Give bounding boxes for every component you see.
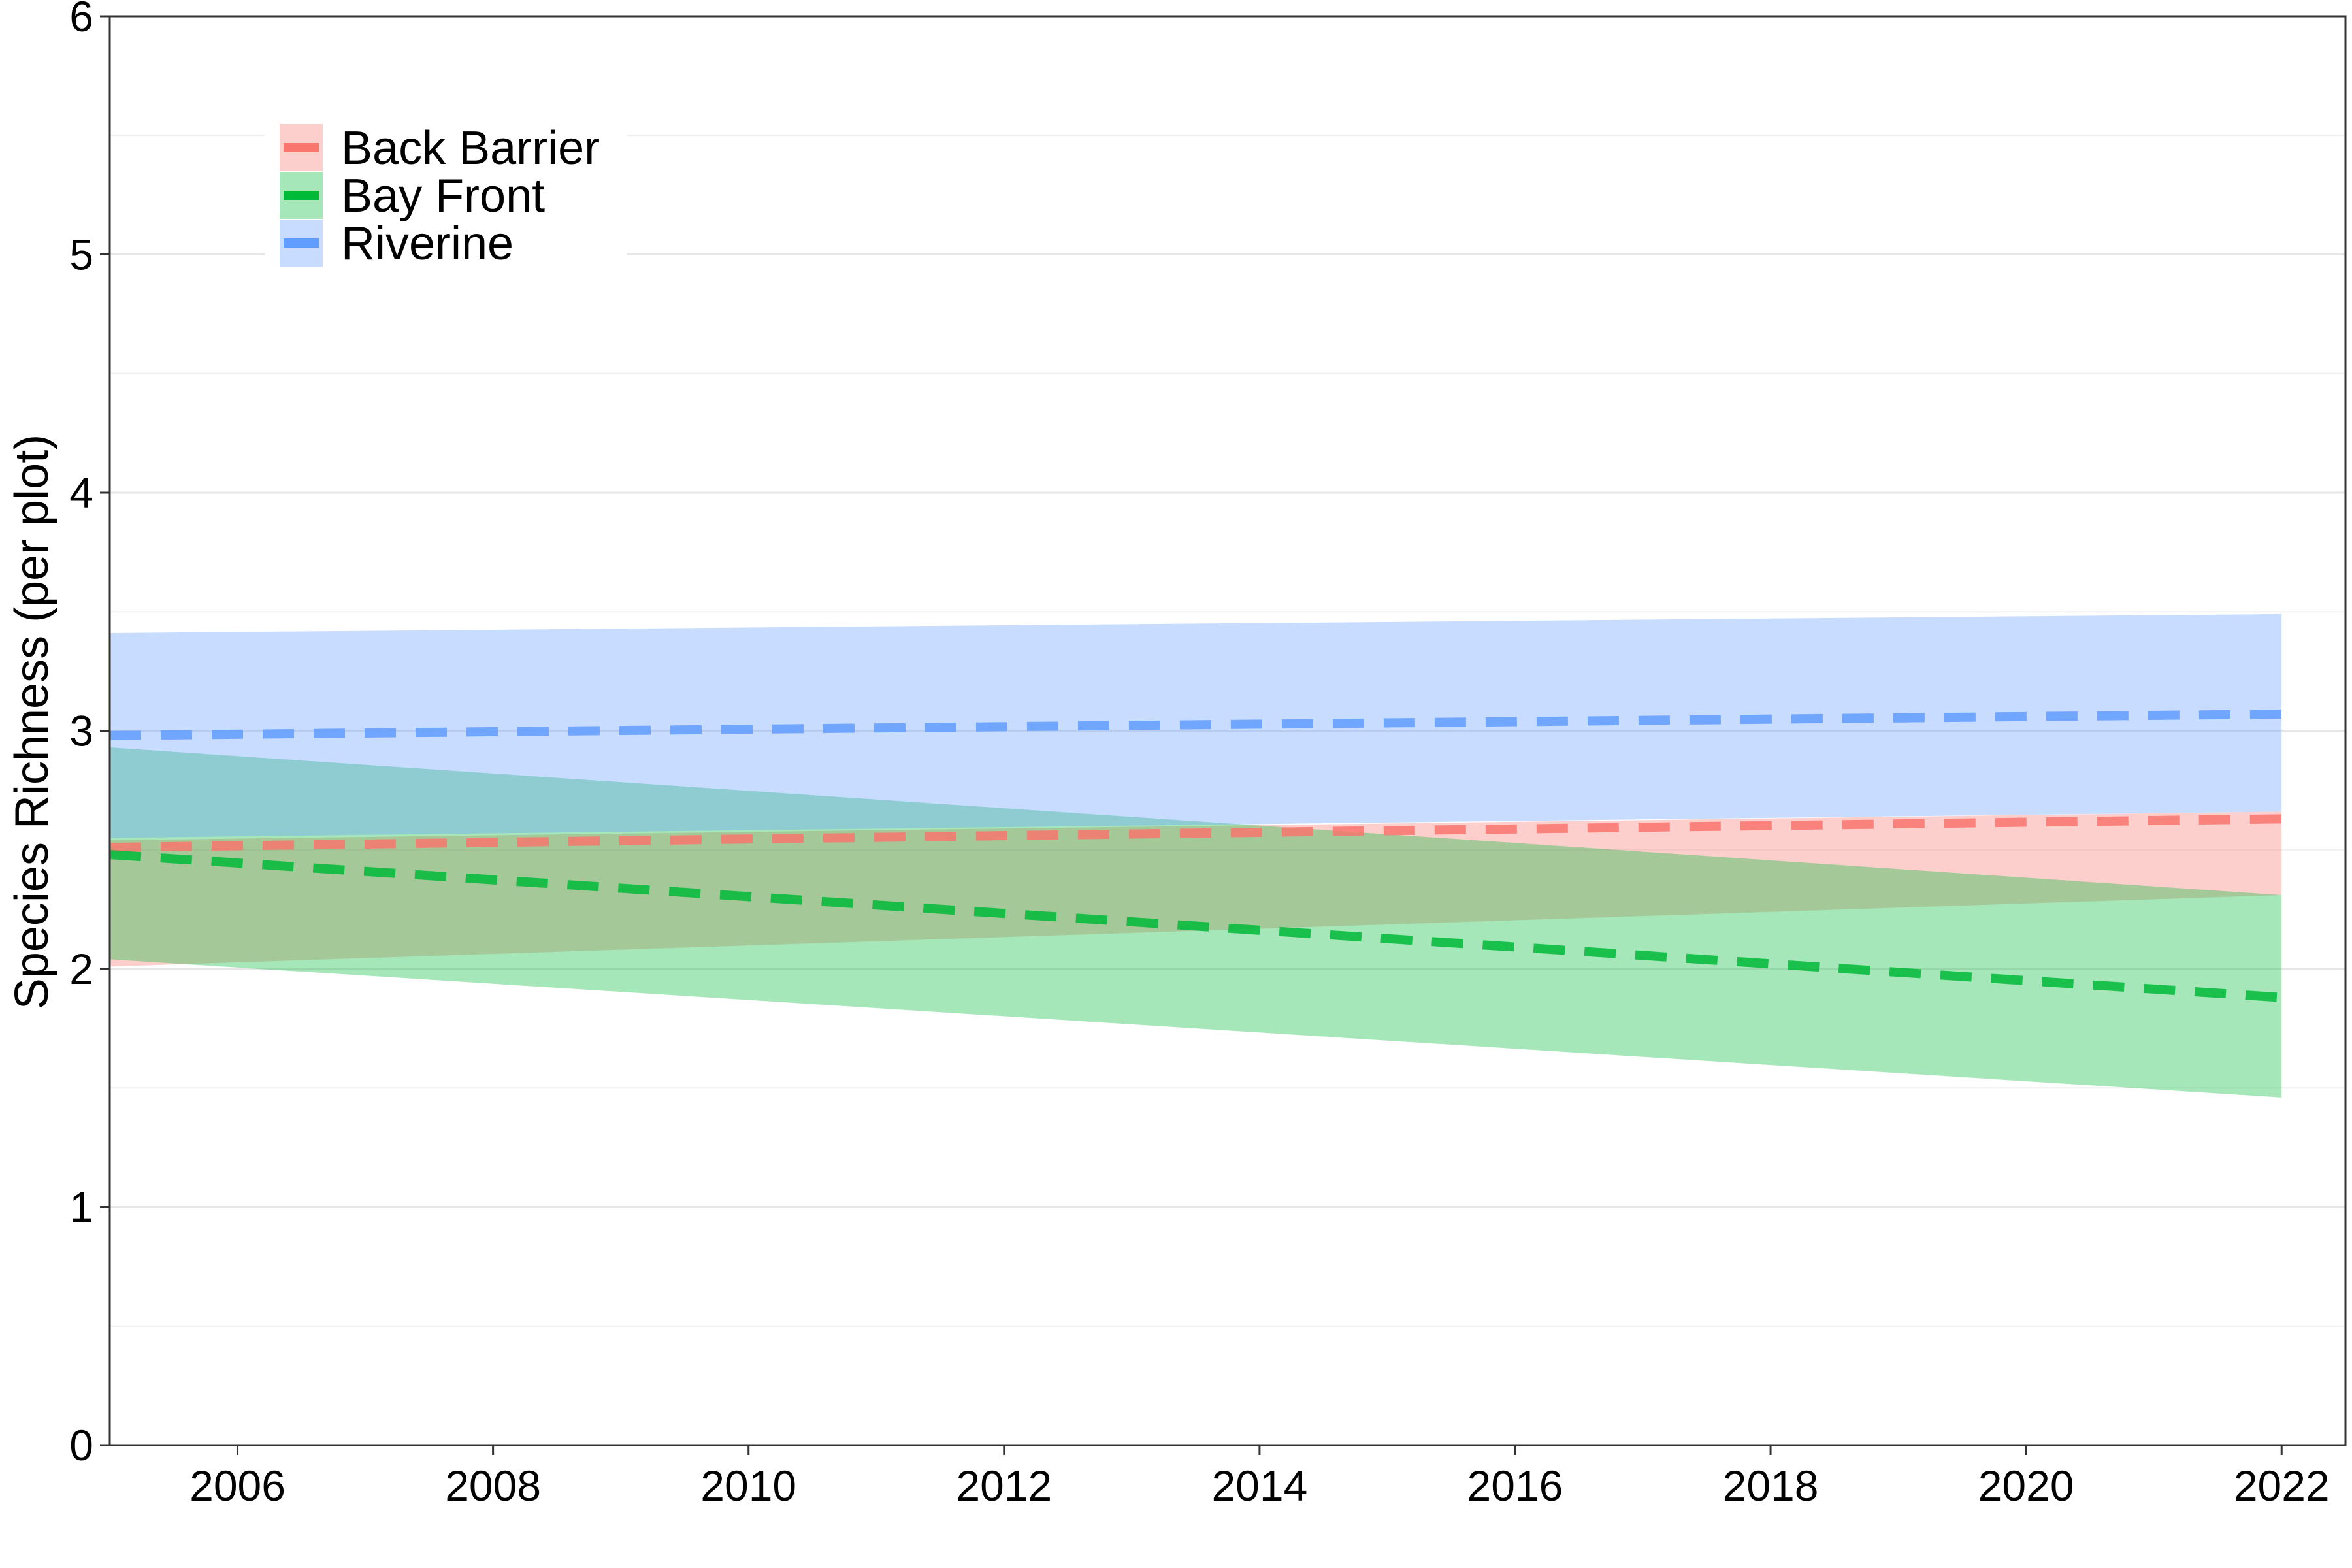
legend-label: Bay Front — [341, 170, 545, 222]
fit-line-back-barrier — [109, 814, 2282, 853]
fit-line-bay-front — [109, 850, 2282, 1002]
fit-lines — [109, 709, 2282, 1002]
fit-line-riverine — [109, 709, 2282, 740]
y-axis-title: Species Richness (per plot) — [6, 434, 58, 1009]
y-axis-ticks: 0 1 2 3 4 5 6 — [69, 0, 110, 1469]
x-tick-label: 2010 — [700, 1462, 796, 1510]
legend-label: Riverine — [341, 218, 514, 270]
y-tick-label: 5 — [69, 231, 93, 279]
minor-gridlines — [110, 135, 2345, 1327]
x-tick-label: 2008 — [445, 1462, 541, 1510]
legend-label: Back Barrier — [341, 122, 600, 174]
y-tick-label: 6 — [69, 0, 93, 41]
legend-item: Back Barrier — [280, 122, 600, 174]
legend-item: Bay Front — [280, 170, 545, 222]
x-tick-label: 2020 — [1978, 1462, 2074, 1510]
y-tick-label: 0 — [69, 1421, 93, 1469]
x-tick-label: 2018 — [1723, 1462, 1819, 1510]
x-tick-label: 2022 — [2234, 1462, 2330, 1510]
y-tick-label: 3 — [69, 707, 93, 755]
y-tick-label: 1 — [69, 1183, 93, 1232]
y-tick-label: 2 — [69, 945, 93, 993]
x-tick-label: 2006 — [189, 1462, 286, 1510]
legend-background — [265, 116, 627, 265]
ribbon-back-barrier — [110, 811, 2282, 967]
x-tick-label: 2012 — [956, 1462, 1052, 1510]
x-tick-label: 2016 — [1467, 1462, 1563, 1510]
legend-item: Riverine — [280, 218, 514, 270]
y-tick-label: 4 — [69, 468, 93, 517]
x-tick-label: 2014 — [1211, 1462, 1307, 1510]
x-axis-ticks: 2006 2008 2010 2012 2014 2016 2018 2020 2022 — [189, 1445, 2330, 1510]
